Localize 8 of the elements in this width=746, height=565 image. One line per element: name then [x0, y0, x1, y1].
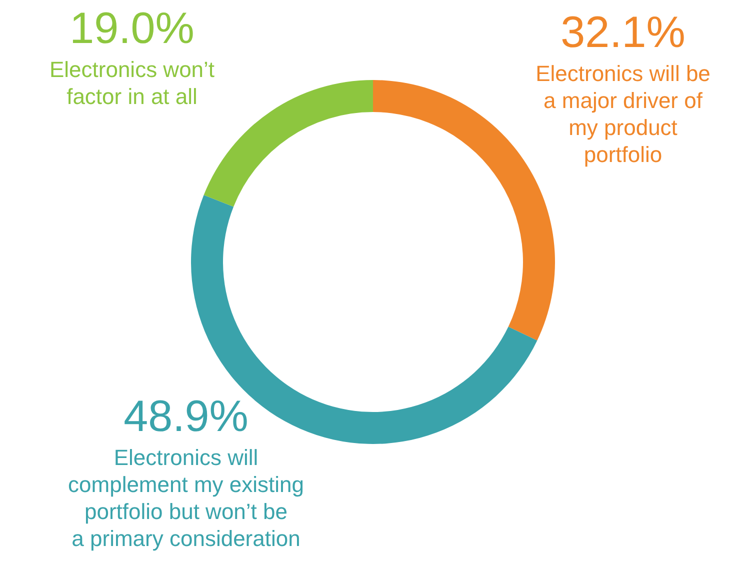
data-label: 48.9%	[124, 392, 248, 441]
donut-slice	[373, 80, 555, 341]
slice-label: Electronics will be a major driver of my product portfolio	[536, 61, 710, 167]
slice-label: Electronics won’t factor in at all	[49, 57, 215, 109]
donut-slice	[204, 80, 373, 207]
data-label: 32.1%	[560, 8, 686, 57]
slice-label: Electronics will complement my existing portfolio but won’t be a primary consideration	[68, 445, 304, 551]
data-label: 19.0%	[70, 4, 194, 53]
